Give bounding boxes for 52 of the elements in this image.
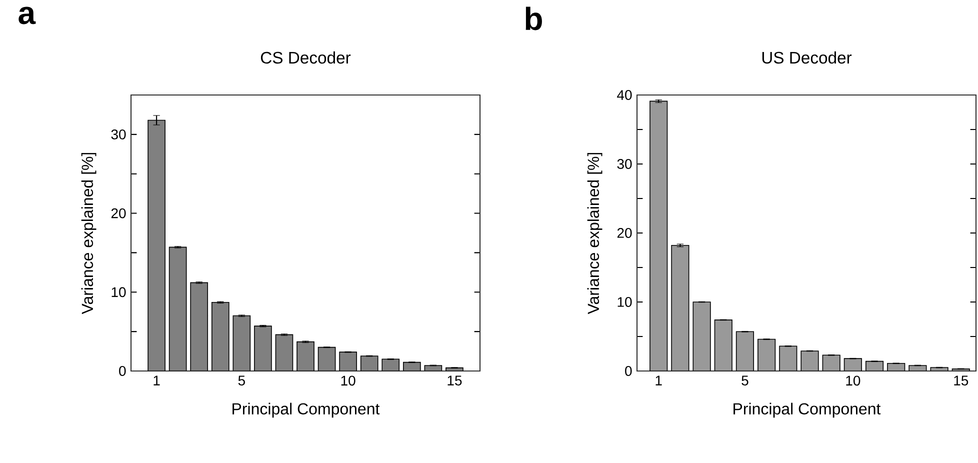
bar bbox=[714, 320, 732, 371]
bar bbox=[692, 302, 711, 371]
y-tick-label: 20 bbox=[617, 228, 632, 238]
bar bbox=[930, 367, 948, 371]
y-tick-label: 0 bbox=[625, 366, 632, 376]
y-tick-label: 20 bbox=[111, 208, 126, 218]
bar bbox=[276, 334, 293, 371]
x-tick-label: 5 bbox=[742, 376, 748, 386]
bar bbox=[650, 100, 668, 371]
bar bbox=[254, 326, 272, 371]
x-tick-label: 1 bbox=[154, 376, 160, 386]
bar bbox=[800, 350, 819, 371]
x-tick-label: 15 bbox=[954, 376, 968, 386]
bar bbox=[865, 360, 884, 371]
y-tick-label: 10 bbox=[112, 287, 126, 298]
y-tick-label: 30 bbox=[617, 159, 632, 169]
y-tick-label: 10 bbox=[618, 297, 632, 307]
bar bbox=[190, 282, 208, 371]
y-tick-label: 40 bbox=[617, 90, 632, 100]
x-tick-label: 10 bbox=[846, 376, 860, 386]
bar bbox=[908, 365, 927, 371]
text: a bbox=[18, 6, 36, 24]
x-axis-title: Principal Component bbox=[232, 402, 380, 418]
bar bbox=[340, 352, 357, 371]
chart-title: US Decoder bbox=[762, 51, 852, 64]
bar bbox=[212, 302, 229, 371]
bar bbox=[296, 342, 314, 371]
x-tick-label: 1 bbox=[656, 376, 662, 386]
bar bbox=[318, 347, 336, 371]
bar bbox=[779, 346, 798, 371]
x-tick-label: 5 bbox=[238, 376, 245, 386]
bar bbox=[758, 338, 776, 371]
bar bbox=[822, 354, 840, 371]
y-tick-label: 0 bbox=[119, 366, 126, 376]
bar bbox=[148, 120, 166, 371]
bar bbox=[360, 356, 378, 371]
bar bbox=[446, 367, 464, 371]
chart-title: CS Decoder bbox=[260, 51, 351, 64]
bar bbox=[233, 316, 250, 371]
bar bbox=[382, 359, 400, 371]
y-tick-label: 30 bbox=[111, 129, 126, 140]
bar bbox=[736, 331, 754, 371]
y-axis-title: Variance explained [%] bbox=[81, 152, 96, 314]
text: b bbox=[526, 6, 542, 30]
bar bbox=[887, 362, 906, 371]
x-tick-label: 15 bbox=[448, 376, 462, 386]
bar bbox=[671, 245, 690, 371]
x-tick-label: 10 bbox=[341, 376, 356, 386]
bar bbox=[169, 247, 186, 371]
y-axis-title: Variance explained [%] bbox=[587, 152, 602, 314]
x-axis-title: Principal Component bbox=[734, 402, 881, 418]
bar bbox=[844, 358, 862, 371]
